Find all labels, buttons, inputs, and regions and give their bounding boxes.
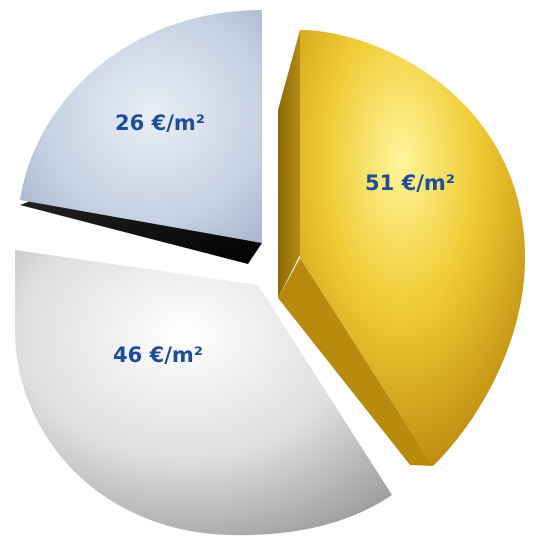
pie-slice-3-side <box>20 200 262 264</box>
pie-slice-1-front <box>278 258 433 466</box>
pie-slice-2: 46 €/m² <box>15 250 392 536</box>
pie-slice-1: 51 €/m² <box>278 30 525 466</box>
pie-slice-1-face <box>300 30 525 466</box>
pie-slice-3-face <box>20 10 262 243</box>
pie-slice-2-label: 46 €/m² <box>113 343 203 367</box>
pie-slice-1-side <box>278 30 300 298</box>
pie-slice-3-label: 26 €/m² <box>115 111 205 135</box>
pie-slice-1-label: 51 €/m² <box>365 171 455 195</box>
pie-slice-3: 26 €/m² <box>20 10 262 264</box>
pie-slice-2-face <box>15 250 392 536</box>
